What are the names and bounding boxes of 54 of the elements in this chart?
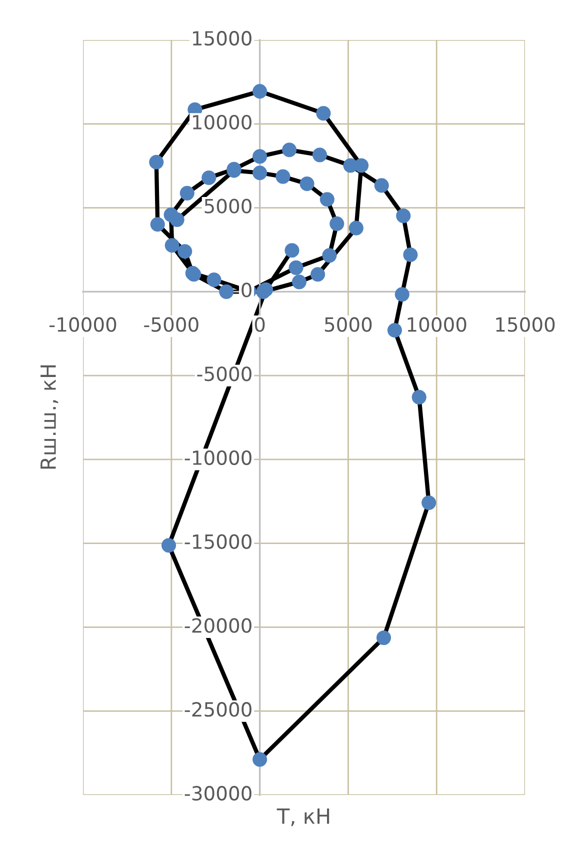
point	[312, 148, 328, 162]
point	[252, 149, 268, 164]
x-tick-label: -5000	[144, 317, 198, 332]
point	[330, 216, 344, 231]
point	[252, 166, 268, 180]
point	[282, 142, 297, 158]
point	[320, 192, 334, 207]
point	[403, 247, 418, 262]
point	[276, 169, 290, 184]
y-tick-label: -25000	[184, 702, 252, 717]
point	[149, 154, 164, 170]
point	[164, 238, 180, 253]
y-tick-label: -20000	[184, 618, 252, 633]
point	[219, 284, 234, 299]
point	[178, 244, 192, 259]
point	[300, 176, 314, 192]
x-axis-title: T, кН	[276, 808, 330, 826]
point	[310, 267, 326, 282]
point	[206, 272, 222, 288]
x-tick-label: 10000	[408, 317, 466, 332]
y-tick-label: -10000	[184, 450, 252, 466]
point	[394, 287, 410, 302]
x-tick-label: -10000	[50, 317, 116, 332]
point	[288, 260, 304, 275]
y-tick-label: -5000	[197, 366, 252, 382]
point	[284, 243, 300, 258]
y-axis-title: Rш.ш., кН	[40, 365, 58, 469]
x-tick-label: 0	[254, 317, 265, 332]
y-tick-label: 10000	[193, 114, 252, 130]
y-tick-label: -30000	[184, 786, 252, 801]
point	[412, 390, 426, 404]
point	[348, 220, 364, 236]
point	[354, 158, 369, 173]
point	[180, 186, 194, 200]
y-tick-label: 0	[242, 282, 252, 298]
point	[252, 752, 268, 767]
point	[252, 84, 268, 99]
y-tick-label: -15000	[184, 534, 252, 549]
point	[322, 248, 337, 263]
point	[170, 212, 184, 227]
y-tick-label: 15000	[193, 30, 252, 46]
x-tick-label: 15000	[496, 317, 555, 332]
point	[292, 274, 307, 290]
y-tick-label: 5000	[204, 198, 252, 214]
point	[161, 538, 176, 553]
point	[150, 217, 165, 232]
point	[396, 208, 411, 224]
point	[376, 630, 392, 646]
point	[387, 322, 402, 338]
point	[422, 495, 436, 510]
point	[374, 178, 389, 193]
x-tick-label: 5000	[324, 317, 372, 332]
point	[202, 170, 216, 186]
point	[316, 106, 331, 121]
